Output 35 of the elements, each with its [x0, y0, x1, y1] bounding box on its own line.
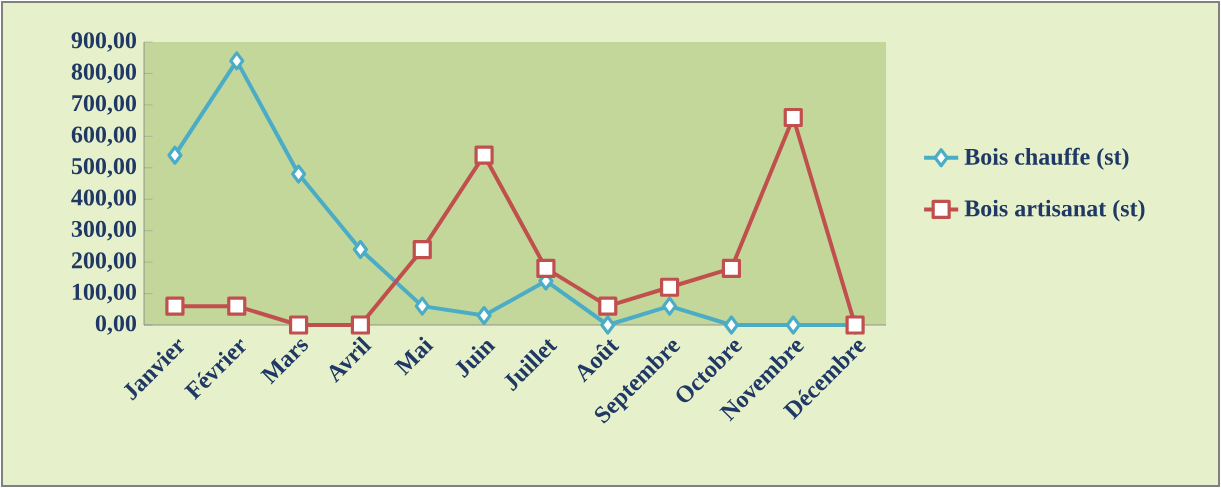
- y-tick-label: 100,00: [72, 283, 137, 304]
- point: [414, 296, 430, 316]
- x-tick-label: Juin: [455, 340, 496, 378]
- legend-label: Bois artisanat (st): [964, 199, 1145, 222]
- point: [167, 145, 183, 165]
- y-tick-label: 0,00: [95, 315, 137, 335]
- point: [474, 145, 494, 165]
- y-tick-label: 200,00: [71, 252, 137, 272]
- point: [661, 296, 678, 316]
- point: [165, 296, 185, 316]
- point: [290, 164, 307, 184]
- point: [229, 51, 245, 71]
- point: [723, 315, 740, 335]
- y-tick-label: 500,00: [71, 157, 137, 178]
- point: [476, 305, 492, 326]
- legend-label: Bois chauffe (st): [964, 147, 1129, 170]
- y-tick-label: 800,00: [71, 63, 137, 84]
- y-tick-label: 400,00: [71, 189, 137, 210]
- point: [288, 315, 309, 335]
- point: [350, 315, 371, 335]
- y-tick-label: 300,00: [71, 220, 137, 241]
- point: [600, 315, 616, 335]
- y-tick-label: 600,00: [71, 126, 137, 147]
- point: [536, 258, 556, 279]
- y-tick-label: 700,00: [72, 95, 137, 115]
- point: [412, 239, 432, 260]
- point: [783, 107, 803, 128]
- point: [352, 239, 369, 260]
- point: [598, 296, 618, 316]
- point: [227, 296, 247, 316]
- point: [785, 315, 801, 335]
- point: [721, 258, 742, 279]
- y-tick-label: 900,00: [71, 32, 137, 52]
- point: [659, 277, 680, 297]
- x-tick-label: Mai: [393, 336, 434, 376]
